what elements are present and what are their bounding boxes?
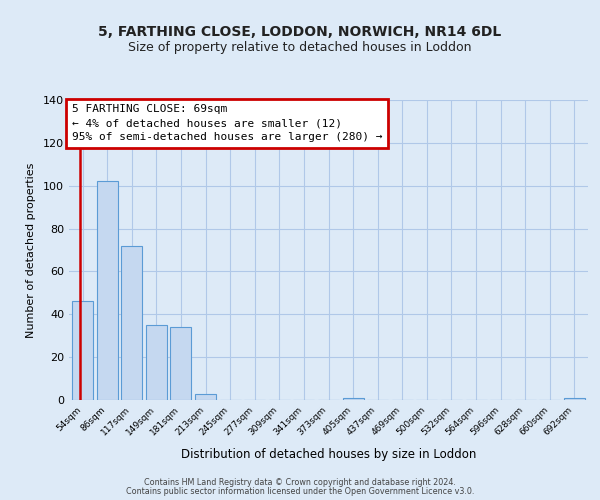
Text: 5 FARTHING CLOSE: 69sqm
← 4% of detached houses are smaller (12)
95% of semi-det: 5 FARTHING CLOSE: 69sqm ← 4% of detached… bbox=[71, 104, 382, 142]
Bar bbox=[97, 182, 118, 400]
Bar bbox=[146, 325, 167, 400]
Bar bbox=[343, 398, 364, 400]
Bar bbox=[121, 246, 142, 400]
Text: 5, FARTHING CLOSE, LODDON, NORWICH, NR14 6DL: 5, FARTHING CLOSE, LODDON, NORWICH, NR14… bbox=[98, 26, 502, 40]
Y-axis label: Number of detached properties: Number of detached properties bbox=[26, 162, 36, 338]
Bar bbox=[195, 394, 216, 400]
Bar bbox=[170, 327, 191, 400]
Text: Contains public sector information licensed under the Open Government Licence v3: Contains public sector information licen… bbox=[126, 486, 474, 496]
Bar bbox=[564, 398, 585, 400]
Text: Size of property relative to detached houses in Loddon: Size of property relative to detached ho… bbox=[128, 41, 472, 54]
X-axis label: Distribution of detached houses by size in Loddon: Distribution of detached houses by size … bbox=[181, 448, 476, 461]
Text: Contains HM Land Registry data © Crown copyright and database right 2024.: Contains HM Land Registry data © Crown c… bbox=[144, 478, 456, 487]
Bar bbox=[72, 302, 93, 400]
